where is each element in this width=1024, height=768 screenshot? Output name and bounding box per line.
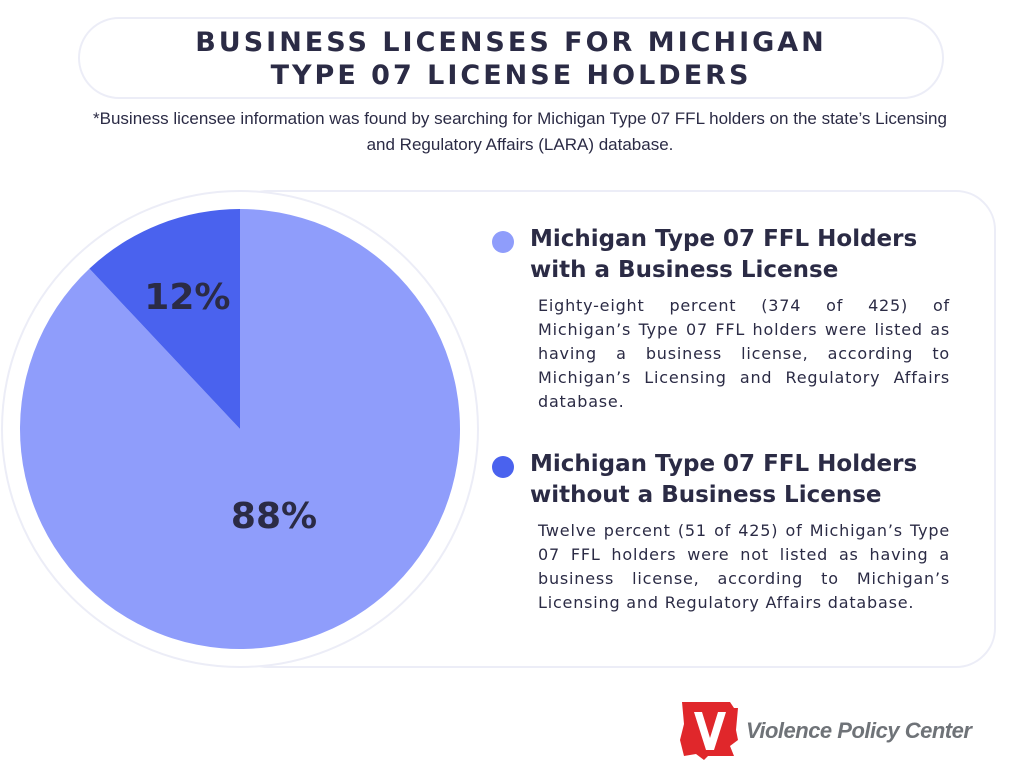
legend-swatch-without-license [492, 456, 514, 478]
title-line-1: BUSINESS LICENSES FOR MICHIGAN [195, 27, 827, 58]
legend-description-with-license: Eighty-eight percent (374 of 425) of Mic… [538, 296, 950, 411]
pie-slice-without-license [89, 209, 241, 429]
vpc-logo-text: Violence Policy Center [746, 718, 972, 743]
legend-swatch-with-license [492, 231, 514, 253]
legend-heading-line-2: with a Business License [530, 257, 839, 283]
legend-heading-line-1: Michigan Type 07 FFL Holders [530, 451, 918, 477]
legend-heading-without-license: Michigan Type 07 FFL Holders without a B… [530, 449, 960, 511]
pie-chart: 88% 12% [0, 186, 480, 670]
legend-heading-line-2: without a Business License [530, 482, 882, 508]
legend-heading-line-1: Michigan Type 07 FFL Holders [530, 226, 918, 252]
legend-heading-with-license: Michigan Type 07 FFL Holders with a Busi… [530, 224, 960, 286]
source-note: *Business licensee information was found… [93, 109, 947, 154]
legend-description-without-license: Twelve percent (51 of 425) of Michigan’s… [538, 521, 950, 612]
pie-label-with-license: 88% [231, 496, 317, 537]
title-line-2: TYPE 07 LICENSE HOLDERS [270, 60, 752, 91]
pie-label-without-license: 12% [144, 277, 230, 318]
title-banner [78, 17, 944, 99]
vpc-logo-mark [680, 702, 738, 760]
pie-slice-with-license [19, 209, 460, 649]
vpc-logo: Violence Policy Center [678, 700, 998, 760]
pie-svg: 88% 12% [1, 190, 479, 668]
page-title: BUSINESS LICENSES FOR MICHIGAN TYPE 07 L… [78, 26, 944, 92]
